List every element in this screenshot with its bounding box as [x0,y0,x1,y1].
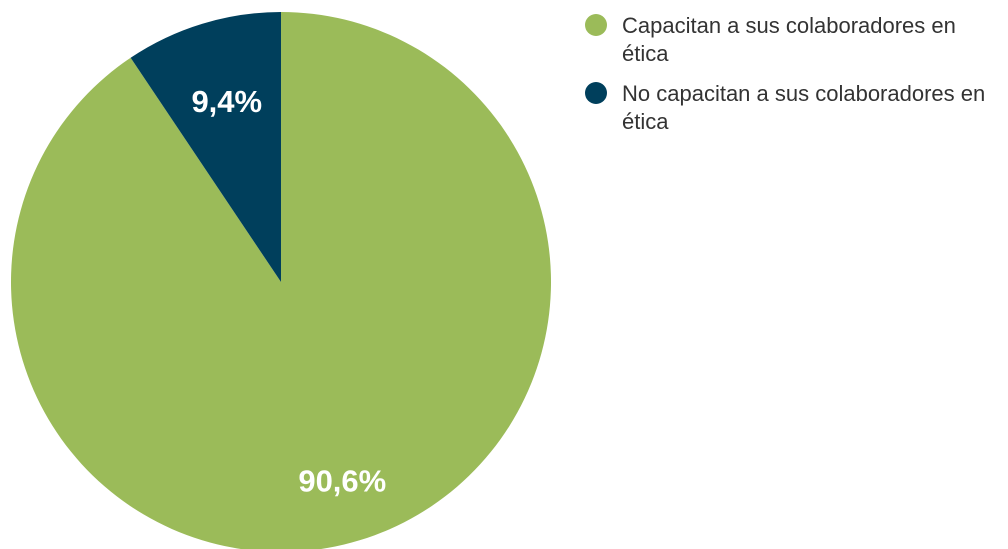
legend: Capacitan a sus colaboradores en ética N… [585,12,1005,148]
legend-item-capacitan: Capacitan a sus colaboradores en ética [585,12,1005,68]
pie-label-capacitan: 90,6% [298,464,386,499]
pie-label-no-capacitan: 9,4% [191,84,262,119]
legend-label-capacitan: Capacitan a sus colaboradores en ética [622,13,956,66]
legend-label-no-capacitan: No capacitan a sus colaboradores en étic… [622,81,986,134]
legend-dot-no-capacitan [585,82,607,104]
pie-slice-no-capacitan [130,12,281,282]
legend-item-no-capacitan: No capacitan a sus colaboradores en étic… [585,80,1005,136]
pie-slice-capacitan [11,12,551,549]
legend-dot-capacitan [585,14,607,36]
